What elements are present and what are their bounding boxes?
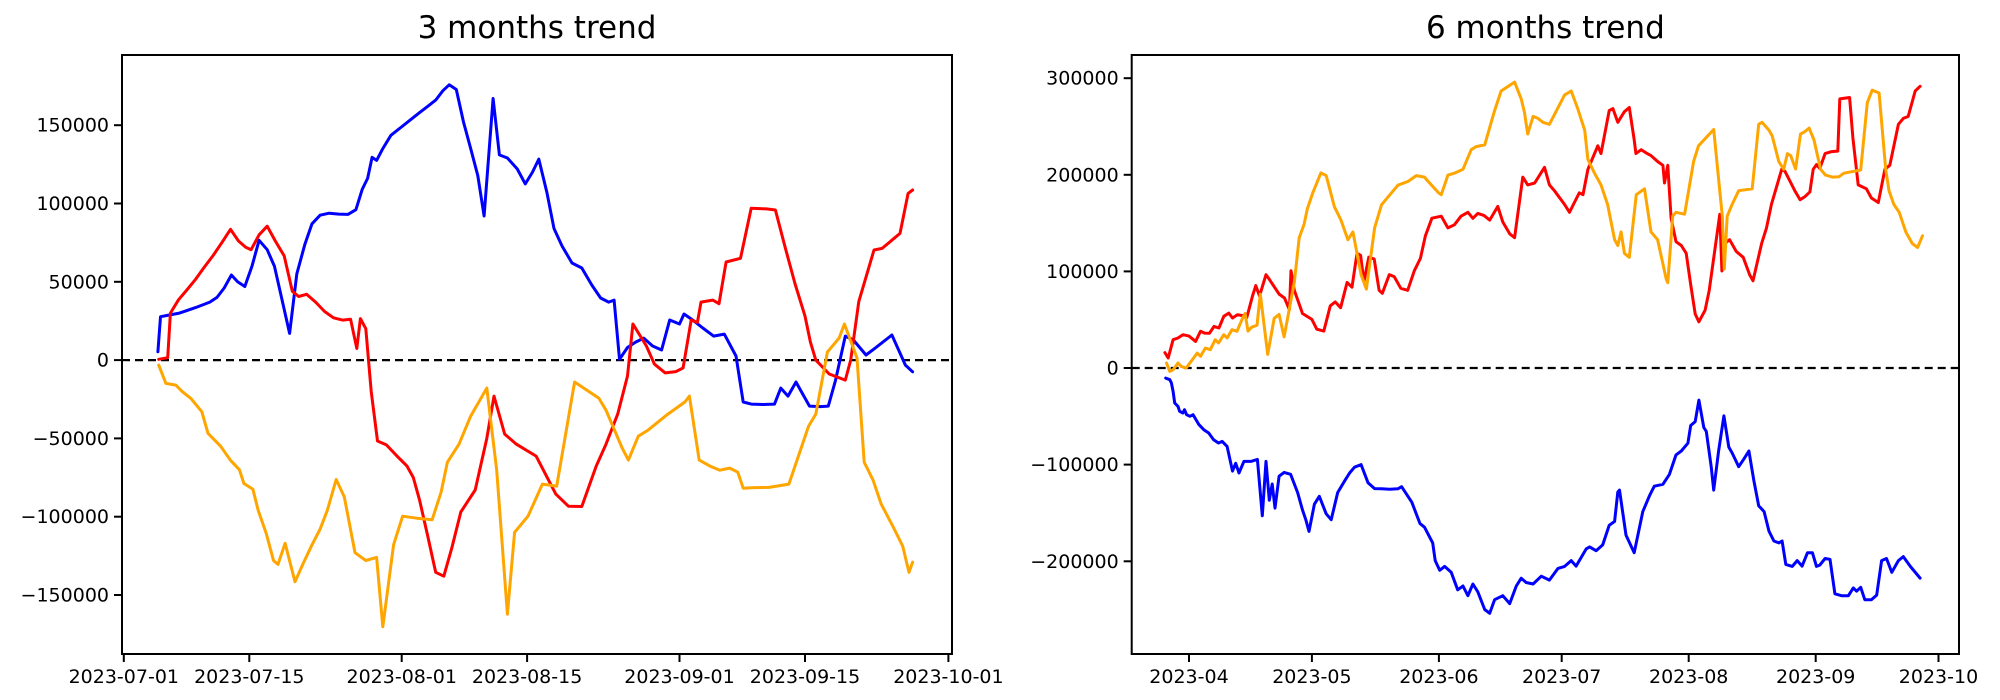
series-line-blue [1164,376,1922,615]
x-tick-label: 2023-07-15 [194,666,304,688]
y-tick-label: 300000 [1046,68,1119,90]
y-tick-label: 150000 [36,115,109,137]
y-tick-label: 0 [1107,358,1119,380]
x-tick-label: 2023-09 [1776,666,1855,688]
y-tick-label: 200000 [1046,164,1119,186]
x-tick-label: 2023-09-15 [750,666,860,688]
y-tick-label: 100000 [1046,261,1119,283]
x-tick-label: 2023-04 [1149,666,1228,688]
series-line-red [157,188,915,578]
y-tick-label: −50000 [33,428,109,450]
x-tick-label: 2023-09-01 [624,666,734,688]
x-tick-label: 2023-05 [1272,666,1351,688]
series-line-blue [156,83,915,409]
chart-6-months-trend: 6 months trend 2023-04 2023-05 2023-06 2023-… [1030,10,1978,688]
series-line-orange [1165,80,1924,373]
y-tick-label: −200000 [1030,551,1118,573]
x-tick-label: 2023-10-01 [893,666,1003,688]
series-line-orange [157,322,915,629]
x-tick-label: 2023-10 [1899,666,1978,688]
chart-3-months-trend: 3 months trend 2023-07-01 2023-07-15 2023-0… [21,10,1004,688]
x-tick-label: 2023-06 [1399,666,1478,688]
x-tick-label: 2023-08-15 [472,666,582,688]
y-tick-label: −100000 [1030,454,1118,476]
y-tick-label: 100000 [36,193,109,215]
series-line-red [1163,84,1922,360]
x-tick-label: 2023-08 [1649,666,1728,688]
x-tick-label: 2023-08-01 [346,666,456,688]
chart-title: 3 months trend [418,10,657,46]
chart-title: 6 months trend [1426,10,1665,46]
y-tick-label: −150000 [21,585,109,607]
x-tick-label: 2023-07-01 [69,666,179,688]
y-tick-label: 0 [97,350,109,372]
plot-border [121,54,953,655]
y-tick-label: −100000 [21,506,109,528]
y-tick-label: 50000 [49,271,109,293]
plot-border [1130,54,1960,655]
x-tick-label: 2023-07 [1522,666,1601,688]
